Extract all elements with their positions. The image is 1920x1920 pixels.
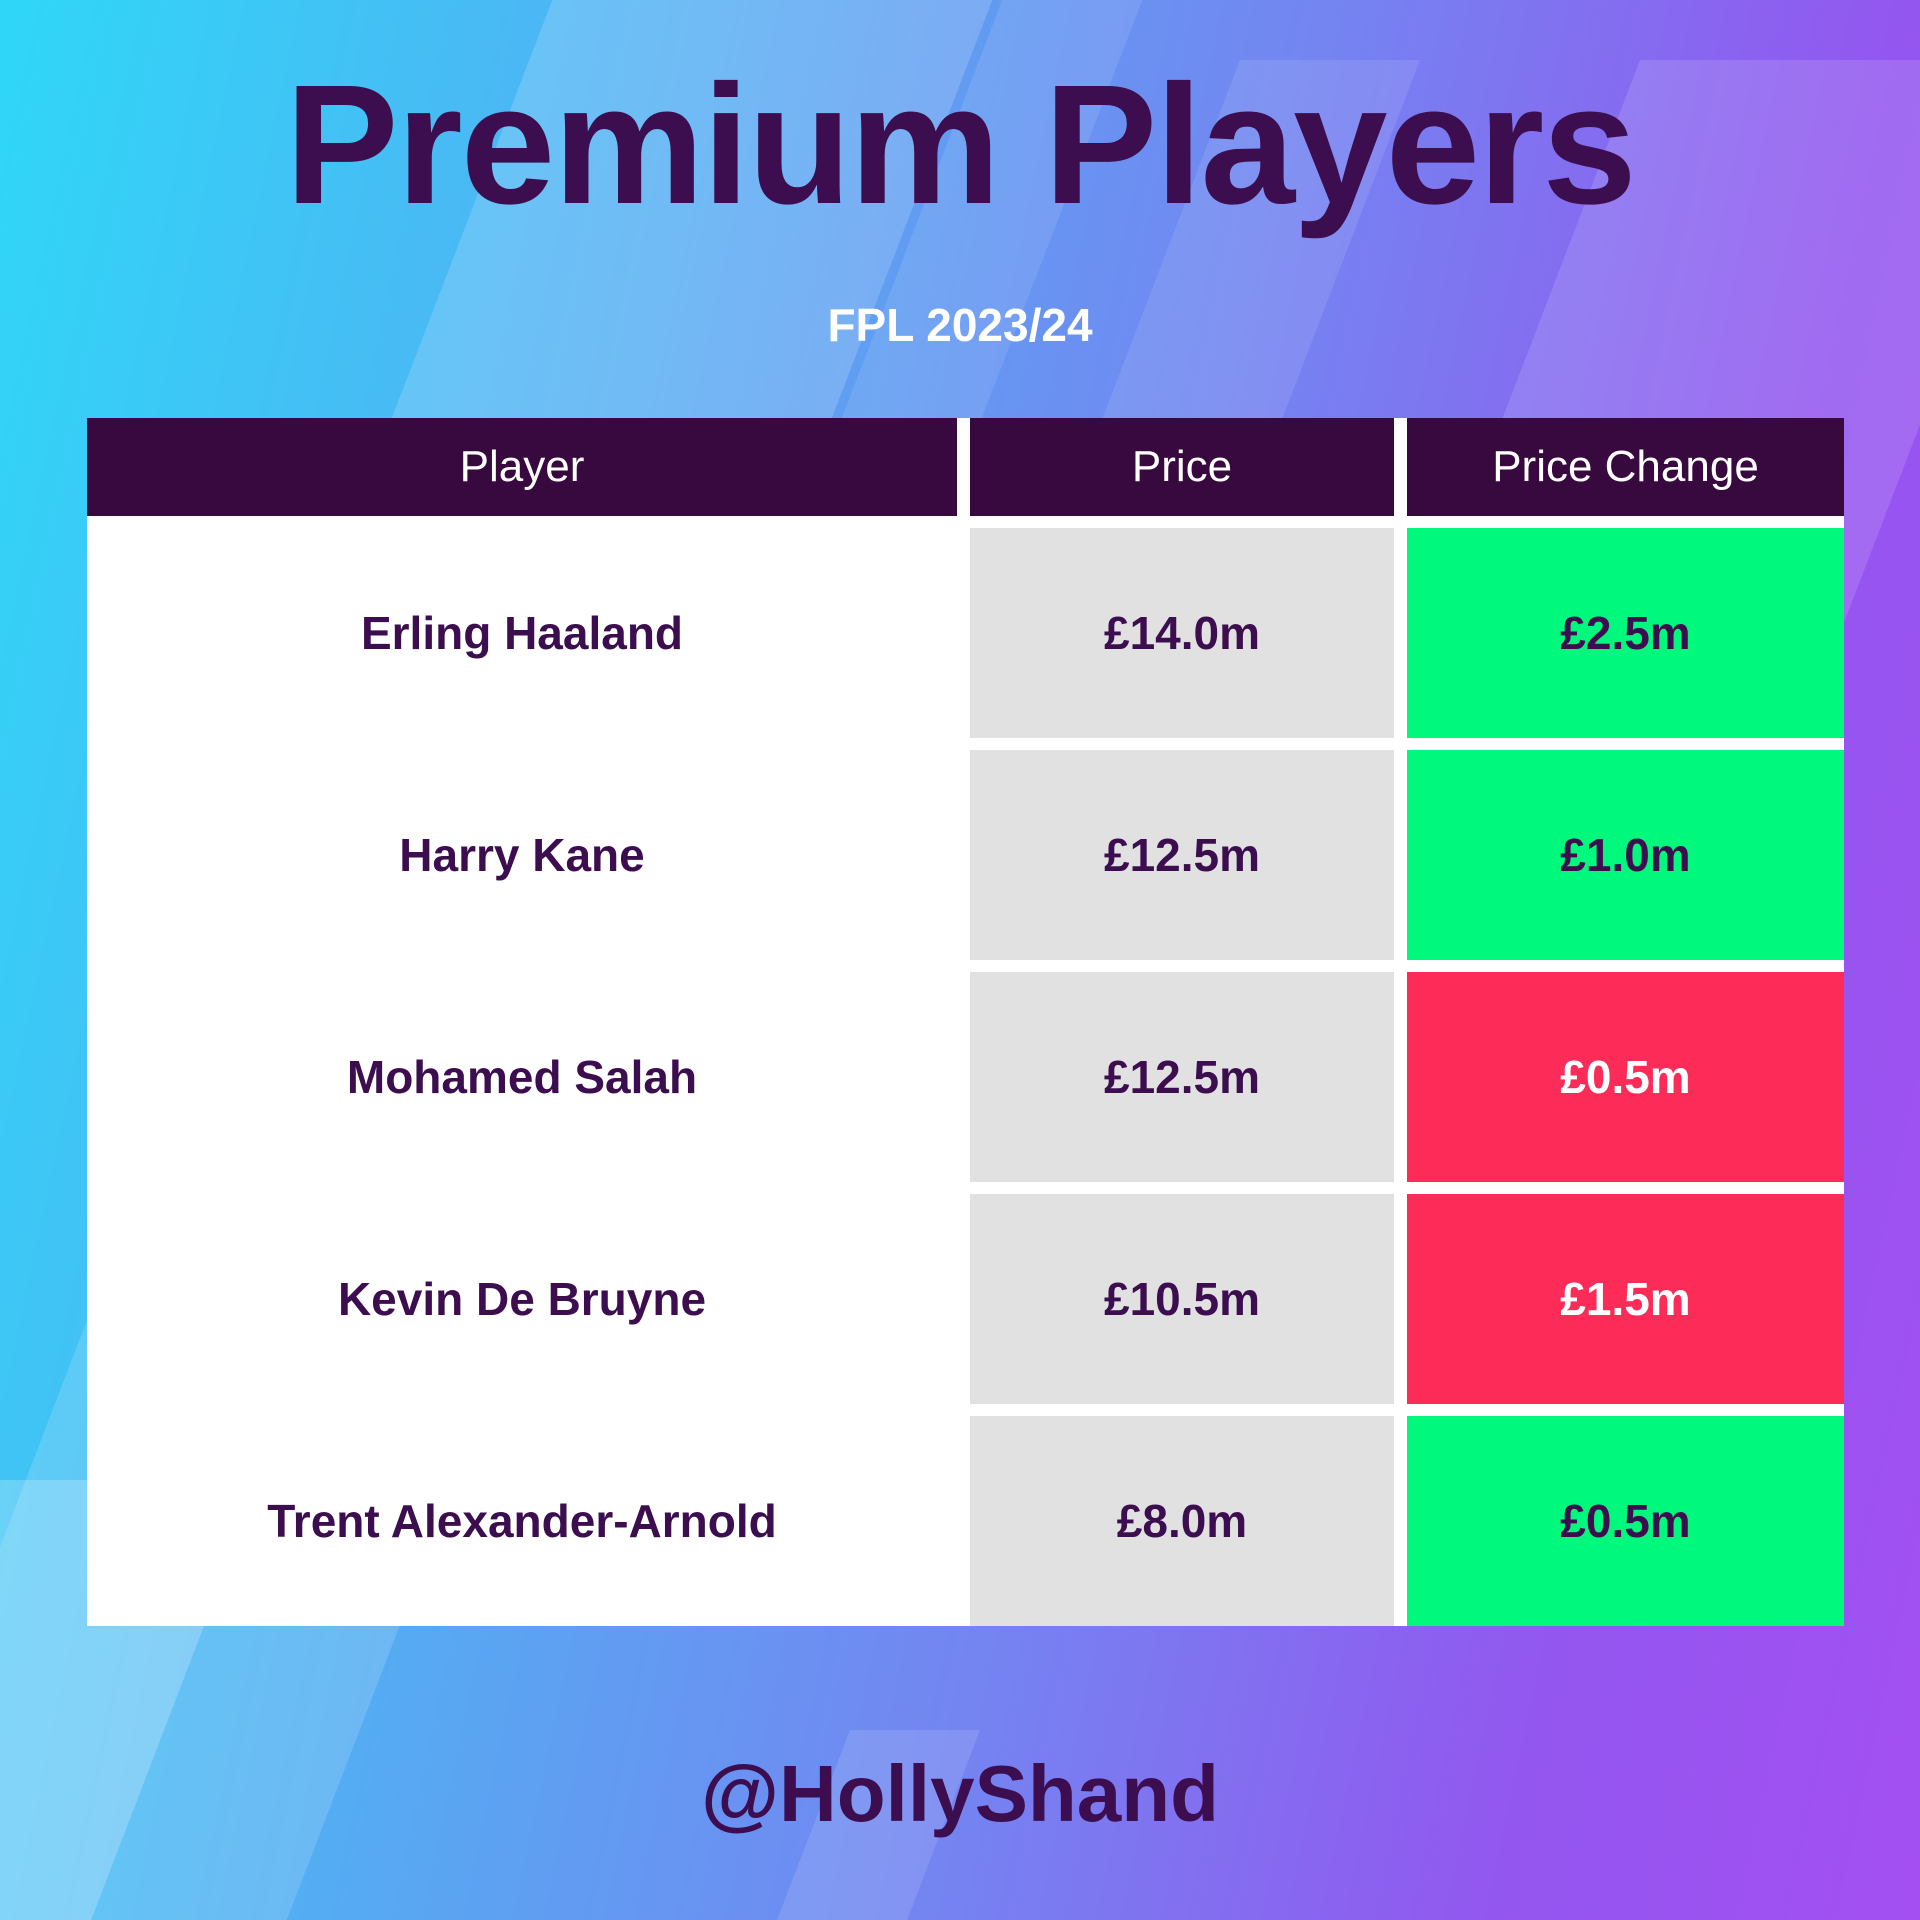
player-name-cell: Kevin De Bruyne xyxy=(87,1194,957,1404)
price-change-cell: £1.0m xyxy=(1407,750,1844,960)
price-cell: £14.0m xyxy=(970,528,1394,738)
players-table: Player Price Price Change Erling Haaland… xyxy=(87,418,1844,1626)
price-change-cell: £2.5m xyxy=(1407,528,1844,738)
price-change-cell: £0.5m xyxy=(1407,972,1844,1182)
column-header-price: Price xyxy=(970,418,1394,516)
player-name-cell: Harry Kane xyxy=(87,750,957,960)
price-change-cell: £1.5m xyxy=(1407,1194,1844,1404)
price-cell: £12.5m xyxy=(970,750,1394,960)
player-name-cell: Mohamed Salah xyxy=(87,972,957,1182)
price-change-cell: £0.5m xyxy=(1407,1416,1844,1626)
player-name-cell: Erling Haaland xyxy=(87,528,957,738)
author-handle: @HollyShand xyxy=(700,1749,1220,1838)
column-header-price-change: Price Change xyxy=(1407,418,1844,516)
player-name-cell: Trent Alexander-Arnold xyxy=(87,1416,957,1626)
price-cell: £10.5m xyxy=(970,1194,1394,1404)
column-header-player: Player xyxy=(87,418,957,516)
subtitle: FPL 2023/24 xyxy=(827,299,1093,351)
price-cell: £8.0m xyxy=(970,1416,1394,1626)
page-title: Premium Players xyxy=(285,50,1637,240)
price-cell: £12.5m xyxy=(970,972,1394,1182)
